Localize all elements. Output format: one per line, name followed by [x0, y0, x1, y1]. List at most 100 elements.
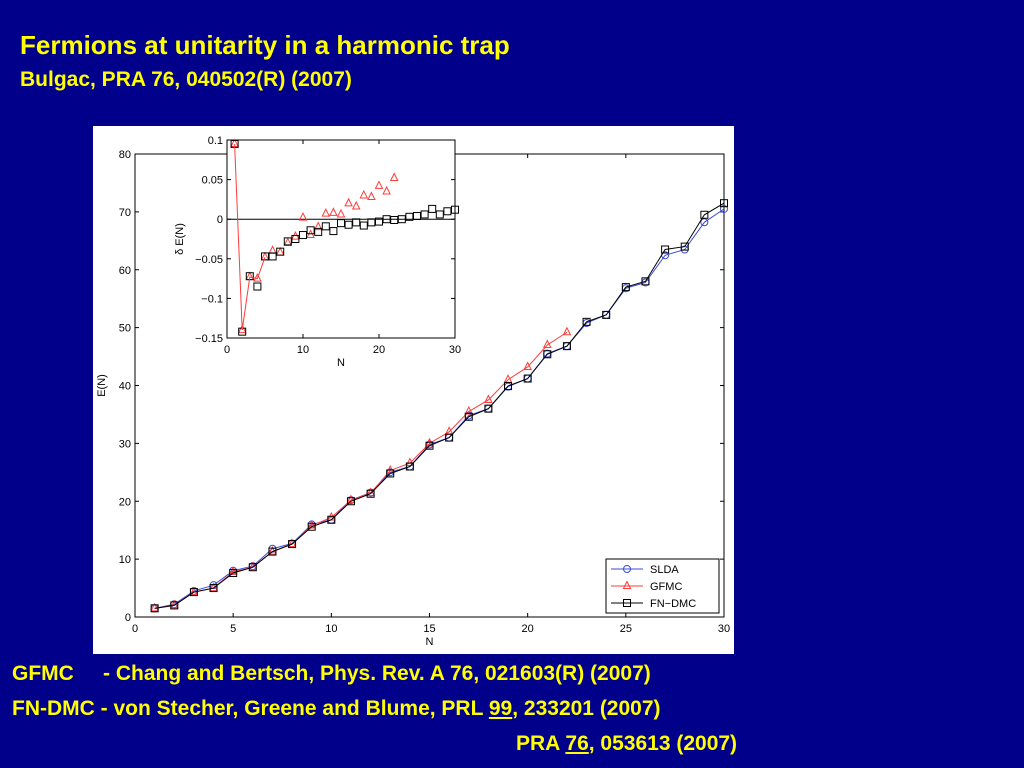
inset-point-fndmc	[291, 235, 300, 243]
inset-ytick-label: 0.1	[208, 135, 223, 147]
main-point-fndmc	[504, 382, 513, 391]
main-series-gfmc	[150, 326, 572, 612]
main-point-fndmc	[562, 342, 571, 351]
main-point-fndmc	[288, 540, 297, 549]
main-point-fndmc	[484, 404, 493, 413]
chart-svg: 0 5 10 15 20 25 30 0 10 20 30 40 50 60 70 80 N E(N) SLDA GF…	[96, 135, 730, 648]
main-xtick-label: 30	[718, 623, 730, 635]
inset-plot-area	[227, 140, 455, 338]
inset-point-gfmc	[298, 211, 308, 221]
inset-xtick-label: 30	[449, 344, 461, 356]
main-point-fndmc	[327, 515, 336, 524]
inset-series-fndmc	[230, 139, 459, 336]
main-point-fndmc	[386, 469, 395, 478]
inset-point-fndmc	[405, 212, 414, 221]
main-ytick-label: 60	[119, 265, 131, 277]
main-point-fndmc	[543, 350, 552, 359]
inset-point-fndmc	[306, 226, 315, 235]
reference-pra-text: PRA	[516, 732, 566, 755]
inset-point-gfmc	[382, 185, 391, 195]
inset-point-fndmc	[352, 218, 361, 227]
main-xtick-label: 20	[522, 623, 534, 635]
inset-point-fndmc	[428, 204, 437, 213]
main-point-gfmc	[484, 394, 493, 403]
inset-point-fndmc	[321, 222, 330, 231]
inset-point-gfmc	[367, 191, 376, 201]
inset-point-gfmc	[253, 272, 262, 282]
main-ytick-label: 30	[119, 438, 131, 450]
main-point-gfmc	[444, 426, 454, 435]
inset-point-fndmc	[344, 220, 353, 229]
legend-marker-gfmc	[622, 580, 632, 589]
main-point-gfmc	[464, 405, 474, 415]
main-point-fndmc	[621, 283, 630, 292]
reference-gfmc: GFMC - Chang and Bertsch, Phys. Rev. A 7…	[12, 662, 651, 685]
inset-point-gfmc	[313, 221, 323, 231]
main-point-fndmc	[307, 522, 316, 531]
main-point-fndmc	[720, 199, 728, 208]
inset-point-fndmc	[337, 219, 345, 228]
main-point-fndmc	[366, 489, 375, 498]
reference-fndmc-rest: , 233201 (2007)	[512, 697, 661, 720]
legend-label-fndmc: FN−DMC	[650, 598, 696, 610]
main-ytick-label: 50	[119, 323, 131, 335]
inset-point-fndmc	[375, 217, 383, 226]
inset-ytick-label: 0	[217, 214, 223, 226]
main-point-fndmc	[268, 547, 277, 556]
main-ytick-label: 10	[119, 554, 131, 566]
figure-panel: 0 5 10 15 20 25 30 0 10 20 30 40 50 60 70 80 N E(N) SLDA GF…	[93, 126, 734, 654]
main-point-gfmc	[228, 566, 238, 575]
main-point-fndmc	[170, 601, 179, 610]
main-point-fndmc	[150, 604, 159, 613]
inset-point-fndmc	[253, 282, 262, 291]
reference-fndmc-pra: PRA 76, 053613 (2007)	[516, 732, 737, 756]
legend-label-slda: SLDA	[650, 564, 679, 576]
main-point-fndmc	[445, 433, 454, 442]
main-xtick-label: 15	[423, 623, 435, 635]
inset-point-gfmc	[344, 197, 353, 207]
main-point-fndmc	[405, 462, 414, 471]
main-ytick-label: 80	[119, 149, 131, 161]
main-point-gfmc	[150, 602, 159, 612]
inset-point-fndmc	[382, 215, 391, 224]
reference-fndmc: FN-DMC - von Stecher, Greene and Blume, …	[12, 697, 661, 721]
reference-pra-rest: , 053613 (2007)	[588, 732, 738, 755]
main-point-gfmc	[562, 326, 572, 336]
inset-xlabel: N	[337, 357, 345, 369]
main-point-gfmc	[405, 457, 415, 467]
main-point-fndmc	[425, 441, 434, 450]
inset-point-fndmc	[443, 207, 452, 216]
inset-point-fndmc	[359, 221, 368, 230]
inset-ytick-label: −0.05	[195, 254, 223, 266]
inset-point-fndmc	[367, 218, 376, 227]
inset-ylabel: δ E(N)	[174, 223, 186, 255]
inset-point-fndmc	[451, 205, 459, 214]
main-xtick-label: 5	[230, 623, 236, 635]
main-ytick-label: 70	[119, 207, 131, 219]
main-point-fndmc	[661, 245, 670, 254]
main-point-fndmc	[248, 563, 257, 572]
inset-point-fndmc	[261, 252, 269, 261]
main-point-fndmc	[641, 277, 650, 286]
main-ytick-label: 40	[119, 381, 131, 393]
main-point-fndmc	[209, 584, 218, 593]
inset-point-fndmc	[390, 215, 399, 224]
main-point-fndmc	[464, 412, 473, 421]
inset-point-gfmc	[321, 208, 331, 217]
main-ylabel: E(N)	[96, 374, 108, 397]
inset-point-fndmc	[283, 237, 292, 246]
inset-xtick-label: 10	[297, 344, 309, 356]
main-point-gfmc	[346, 494, 356, 504]
main-point-slda	[700, 218, 709, 227]
main-point-slda	[720, 204, 728, 213]
main-point-gfmc	[542, 339, 552, 348]
legend-label-gfmc: GFMC	[650, 581, 682, 593]
main-point-fndmc	[346, 497, 355, 506]
main-ytick-label: 20	[119, 496, 131, 508]
reference-fndmc-volume: 99	[488, 697, 513, 720]
slide-subtitle: Bulgac, PRA 76, 040502(R) (2007)	[20, 68, 352, 91]
inset-line-gfmc	[234, 143, 266, 331]
main-point-fndmc	[680, 242, 689, 251]
inset-point-gfmc	[336, 208, 346, 218]
main-line-gfmc	[154, 331, 568, 609]
